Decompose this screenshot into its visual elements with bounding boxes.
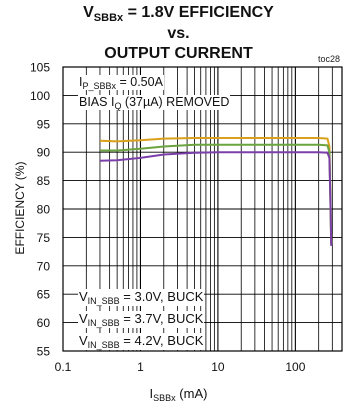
tick-labels: 55 60 65 70 75 80 85 90 95 100 105 0.1 1 10 100 bbox=[30, 61, 306, 375]
y-axis-label: EFFICIENCY (%) bbox=[13, 161, 27, 255]
y-tick-label: 75 bbox=[37, 231, 51, 245]
y-tick-label: 100 bbox=[30, 89, 50, 103]
annotation-bias: BIAS IQ (37µA) REMOVED bbox=[78, 95, 231, 111]
annotation-peak-current: IP_SBBx = 0.50A bbox=[78, 75, 164, 91]
x-axis-label: ISBBx (mA) bbox=[149, 386, 208, 403]
figure-reference: toc28 bbox=[318, 54, 341, 64]
series-line-1 bbox=[99, 137, 333, 244]
x-tick-label: 0.1 bbox=[55, 360, 72, 374]
legend-item-4v2: VIN_SBB = 4.2V, BUCK bbox=[78, 333, 205, 350]
x-tick-label: 1 bbox=[137, 360, 144, 374]
y-tick-label: 70 bbox=[37, 259, 51, 273]
y-tick-label: 105 bbox=[30, 61, 50, 75]
y-tick-label: 80 bbox=[37, 203, 51, 217]
plot-frame bbox=[62, 66, 343, 352]
series-line-2 bbox=[100, 143, 333, 245]
legend-item-3v0: VIN_SBB = 3.0V, BUCK bbox=[78, 289, 205, 306]
chart-title-line2: vs. bbox=[167, 25, 190, 42]
x-tick-label: 100 bbox=[285, 360, 305, 374]
y-tick-label: 60 bbox=[37, 316, 51, 330]
series-line-3 bbox=[99, 151, 333, 246]
y-tick-label: 65 bbox=[37, 288, 51, 302]
x-tick-label: 10 bbox=[211, 360, 225, 374]
chart-title-line1: VSBBx = 1.8V EFFICIENCY bbox=[83, 4, 274, 24]
y-tick-label: 85 bbox=[37, 174, 51, 188]
y-tick-label: 55 bbox=[37, 345, 51, 359]
chart-title-line3: OUTPUT CURRENT bbox=[104, 45, 253, 62]
y-tick-label: 95 bbox=[37, 117, 51, 131]
series-layer bbox=[99, 137, 333, 246]
y-tick-label: 90 bbox=[37, 146, 51, 160]
legend-item-3v7: VIN_SBB = 3.7V, BUCK bbox=[78, 311, 205, 328]
